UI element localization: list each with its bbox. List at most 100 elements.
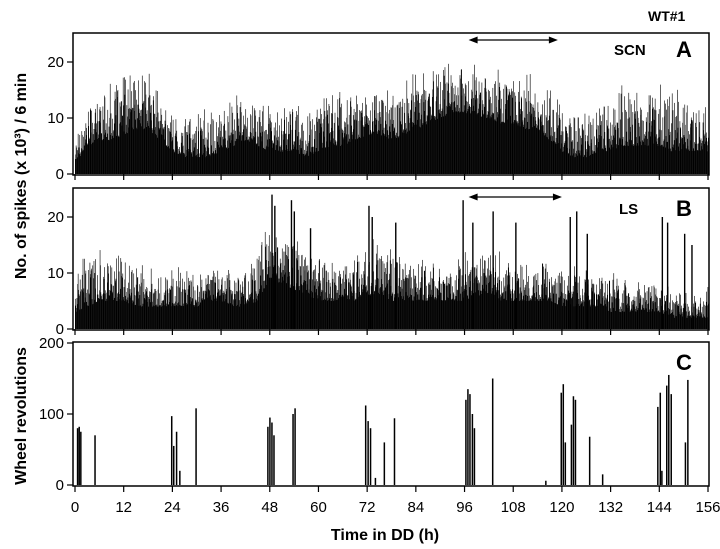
spike-bin <box>481 290 482 329</box>
spike-bin <box>80 151 82 174</box>
spike-bin <box>617 285 619 329</box>
spike-bin <box>595 152 597 174</box>
spike-bin <box>617 122 619 174</box>
spike-bin <box>75 305 76 329</box>
spike-bin <box>163 292 165 329</box>
spike-bin <box>288 276 290 329</box>
spike-bin <box>423 102 425 174</box>
spike-bin <box>290 287 291 329</box>
spike-bin <box>269 114 271 174</box>
spike-bin <box>254 268 255 329</box>
spike-bin <box>471 295 473 329</box>
spike-bin <box>402 130 404 174</box>
spike-bin <box>136 291 138 329</box>
spike-bin <box>391 295 393 329</box>
spike-bin <box>479 94 480 174</box>
spike-bin <box>688 311 690 329</box>
spike-bin <box>525 284 527 329</box>
spike-bin <box>395 135 396 174</box>
spike-bin <box>599 138 601 174</box>
spike-bin <box>305 257 306 329</box>
spike-bin <box>373 131 375 174</box>
spike-bin <box>447 297 448 329</box>
spike-bin <box>319 259 320 329</box>
panel-b-spike-trace <box>75 194 709 329</box>
spike-bin <box>687 138 688 174</box>
spike-bin <box>215 150 217 174</box>
spike-bin <box>246 128 247 174</box>
spike-bin <box>642 297 644 329</box>
spike-bin <box>229 280 231 329</box>
spike-bin <box>568 152 570 174</box>
spike-bin <box>438 74 439 174</box>
spike-bin <box>160 108 162 174</box>
spike-bin <box>610 308 612 329</box>
spike-bin <box>190 280 192 329</box>
spike-bin <box>225 130 227 174</box>
spike-bin <box>533 110 535 174</box>
spike-bin <box>453 292 454 329</box>
spike-bin <box>361 110 362 174</box>
spike-bin <box>350 106 352 174</box>
spike-bin <box>324 147 326 174</box>
spike-bin <box>204 144 206 174</box>
spike-bin <box>363 126 365 174</box>
spike-bin <box>507 94 509 174</box>
spike-bin <box>500 108 501 174</box>
spike-bin <box>657 297 658 329</box>
spike-bin <box>396 138 397 174</box>
spike-bin <box>127 300 128 329</box>
spike-bin <box>327 110 328 174</box>
spike-bin <box>105 292 107 329</box>
spike-bin <box>553 302 555 329</box>
spike-bin <box>558 143 559 174</box>
spike-bin <box>106 136 107 174</box>
spike-bin <box>222 139 224 174</box>
spike-bin <box>83 150 85 174</box>
spike-bin <box>503 298 504 329</box>
spike-bin <box>483 268 485 329</box>
spike-bin <box>539 300 541 329</box>
spike-bin <box>381 99 383 174</box>
spike-bin <box>590 304 591 329</box>
spike-bin <box>416 90 418 174</box>
spike-bin <box>108 273 109 329</box>
spike-bin <box>148 297 149 329</box>
spike-bin <box>258 256 260 329</box>
spike-bin <box>623 290 625 329</box>
spike-bin <box>566 147 568 174</box>
spike-bin <box>238 279 239 329</box>
spike-bin <box>153 113 155 174</box>
spike-bin <box>627 118 629 174</box>
spike-bin <box>695 143 697 174</box>
spike-bin <box>432 295 433 329</box>
spike-bin <box>703 135 705 174</box>
spike-bin <box>523 279 524 329</box>
spike-bin <box>133 110 135 174</box>
spike-bin <box>267 139 268 174</box>
spike-bin <box>475 77 477 174</box>
spike-bin <box>99 107 101 174</box>
spike-bin <box>540 121 542 174</box>
wheel-bar <box>76 428 79 485</box>
spike-bin <box>532 106 533 174</box>
spike-bin <box>600 136 602 174</box>
spike-bin <box>506 270 507 329</box>
spike-bin <box>209 290 210 329</box>
spike-bin <box>432 96 433 174</box>
spike-bin <box>509 92 511 174</box>
spike-bin <box>354 300 356 329</box>
spike-bin <box>674 130 676 174</box>
spike-bin <box>334 144 335 174</box>
spike-bin <box>636 290 638 329</box>
spike-bin <box>115 98 116 174</box>
spike-bin <box>309 293 311 329</box>
spike-bin <box>355 112 356 174</box>
spike-bin <box>405 123 406 174</box>
spike-bin <box>244 125 246 174</box>
spike-bin <box>434 299 436 329</box>
spike-bin <box>570 155 572 174</box>
spike-bin <box>322 131 324 174</box>
spike-bin <box>275 237 277 329</box>
spike-bin <box>621 112 623 174</box>
